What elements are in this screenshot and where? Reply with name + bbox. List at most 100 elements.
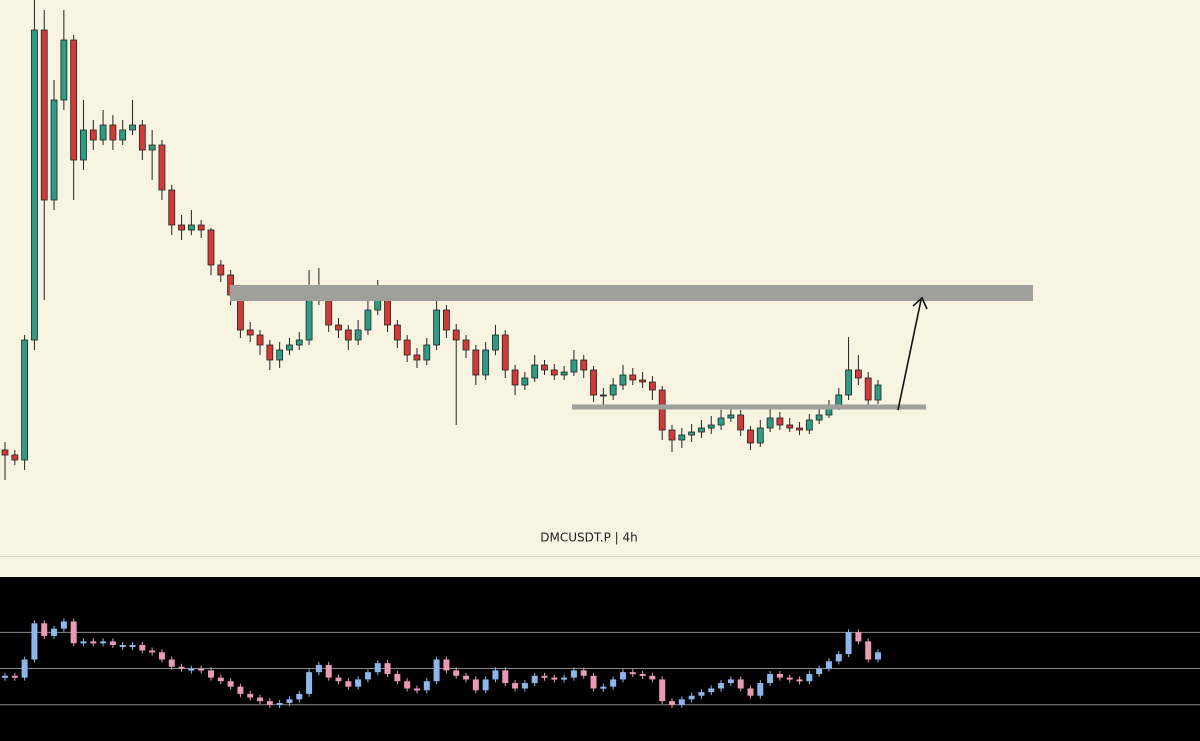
candle-body	[403, 339, 411, 356]
candle-body	[148, 144, 156, 151]
osc-bar	[855, 632, 862, 642]
candle-body	[295, 339, 303, 346]
osc-bar	[41, 623, 48, 636]
osc-bar	[463, 675, 470, 680]
candle-body	[344, 329, 352, 341]
osc-bar	[737, 679, 744, 689]
candle-body	[560, 371, 568, 376]
osc-bar	[610, 679, 617, 687]
candle-body	[40, 29, 48, 201]
osc-bar	[629, 672, 636, 675]
osc-bar	[90, 641, 97, 644]
candle-body	[413, 354, 421, 361]
candle-body	[462, 339, 470, 351]
osc-bar	[364, 672, 371, 680]
candle-body	[796, 427, 803, 431]
candle-body	[492, 334, 499, 351]
osc-bar	[767, 673, 774, 684]
candle-body	[482, 349, 490, 376]
candle-body	[766, 417, 774, 429]
osc-bar	[825, 661, 832, 669]
osc-bar	[217, 677, 224, 682]
candle-body	[99, 124, 107, 141]
candle-body	[168, 189, 176, 226]
candle-body	[648, 381, 656, 391]
price-pane	[0, 0, 1200, 556]
candle-body	[256, 334, 264, 346]
osc-bar	[413, 688, 420, 691]
osc-bar	[816, 668, 823, 674]
osc-bar	[100, 641, 107, 644]
candle-body	[119, 129, 127, 141]
candle-body	[197, 224, 205, 231]
osc-bar	[561, 677, 568, 680]
osc-bar	[639, 673, 646, 676]
candle-body	[629, 374, 637, 381]
candle-body	[158, 144, 166, 191]
osc-bar	[247, 693, 254, 698]
osc-bar	[796, 679, 803, 682]
candle-body	[698, 427, 705, 433]
osc-bar	[296, 693, 303, 700]
osc-bar	[335, 677, 342, 682]
candle-body	[207, 229, 215, 266]
candle-body	[668, 429, 676, 441]
candle-body	[815, 414, 823, 421]
osc-bar	[453, 670, 460, 676]
osc-bar	[845, 632, 852, 655]
osc-bar	[659, 679, 666, 702]
osc-bar	[570, 670, 577, 678]
candle-body	[11, 454, 19, 461]
candle-body	[354, 329, 362, 341]
osc-bar	[374, 663, 381, 673]
osc-bar	[786, 677, 793, 680]
candle-body	[393, 324, 401, 341]
osc-bar	[678, 699, 685, 705]
candle-body	[737, 414, 745, 431]
osc-bar	[619, 672, 626, 680]
osc-bar	[149, 650, 156, 653]
candle-body	[845, 369, 852, 396]
candle-body	[276, 349, 284, 361]
support-line	[572, 404, 926, 410]
osc-bar	[521, 683, 528, 689]
candle-body	[138, 124, 146, 151]
osc-bar	[207, 670, 214, 678]
candle-body	[305, 299, 313, 341]
candle-body	[109, 124, 117, 141]
osc-bar	[325, 664, 332, 678]
osc-bar	[188, 668, 195, 671]
osc-bar	[688, 695, 695, 700]
osc-bar	[257, 697, 264, 702]
osc-bar	[443, 659, 450, 671]
osc-bar	[70, 621, 77, 644]
osc-bar	[21, 659, 28, 678]
candle-body	[609, 384, 617, 396]
osc-bar	[198, 668, 205, 671]
osc-bar	[757, 683, 764, 696]
arrow-head	[912, 296, 928, 310]
candle-body	[443, 309, 450, 331]
candle-body	[501, 334, 509, 371]
candle-body	[747, 429, 754, 444]
osc-bar	[237, 686, 244, 694]
osc-bar	[727, 679, 734, 684]
osc-bar	[178, 666, 185, 669]
osc-bar	[531, 675, 538, 684]
osc-bar	[433, 659, 440, 682]
marks	[0, 0, 1200, 708]
candle-body	[60, 39, 68, 101]
candle-body	[776, 417, 784, 426]
osc-bar	[345, 681, 352, 687]
candle-body	[1, 449, 9, 456]
candle-body	[423, 344, 431, 361]
candle-body	[472, 349, 480, 376]
osc-bar	[718, 683, 725, 689]
candle-body	[580, 359, 588, 371]
osc-bar	[482, 679, 489, 691]
candle-body	[835, 394, 843, 406]
osc-bar	[266, 701, 273, 705]
osc-bar	[502, 670, 509, 684]
candle-body	[570, 359, 578, 373]
